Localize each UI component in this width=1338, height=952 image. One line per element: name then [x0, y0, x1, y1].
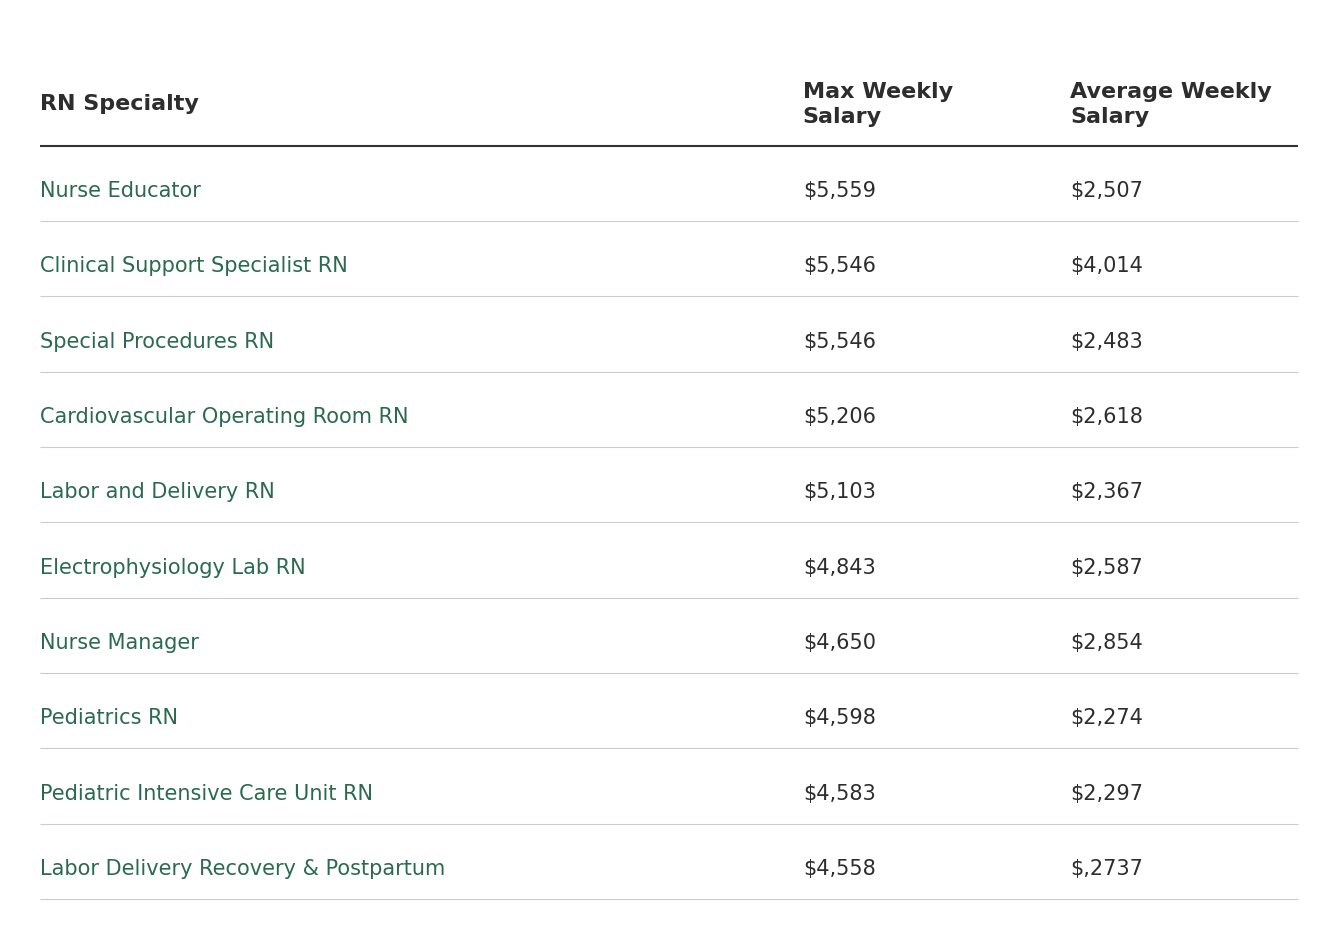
Text: $2,274: $2,274 — [1070, 708, 1143, 728]
Text: Nurse Manager: Nurse Manager — [40, 633, 199, 653]
Text: $2,854: $2,854 — [1070, 633, 1143, 653]
Text: Pediatrics RN: Pediatrics RN — [40, 708, 178, 728]
Text: Average Weekly
Salary: Average Weekly Salary — [1070, 82, 1272, 127]
Text: Cardiovascular Operating Room RN: Cardiovascular Operating Room RN — [40, 407, 408, 426]
Text: Labor Delivery Recovery & Postpartum: Labor Delivery Recovery & Postpartum — [40, 859, 446, 879]
Text: Clinical Support Specialist RN: Clinical Support Specialist RN — [40, 256, 348, 276]
Text: $2,507: $2,507 — [1070, 181, 1143, 201]
Text: Max Weekly
Salary: Max Weekly Salary — [803, 82, 953, 127]
Text: Electrophysiology Lab RN: Electrophysiology Lab RN — [40, 558, 306, 578]
Text: $2,367: $2,367 — [1070, 483, 1144, 503]
Text: $2,483: $2,483 — [1070, 331, 1143, 351]
Text: $4,583: $4,583 — [803, 783, 875, 803]
Text: $4,650: $4,650 — [803, 633, 876, 653]
Text: $5,206: $5,206 — [803, 407, 876, 426]
Text: $5,559: $5,559 — [803, 181, 876, 201]
Text: $2,618: $2,618 — [1070, 407, 1143, 426]
Text: $2,587: $2,587 — [1070, 558, 1143, 578]
Text: RN Specialty: RN Specialty — [40, 94, 199, 114]
Text: $4,558: $4,558 — [803, 859, 875, 879]
Text: $5,546: $5,546 — [803, 256, 876, 276]
Text: $4,598: $4,598 — [803, 708, 875, 728]
Text: $4,014: $4,014 — [1070, 256, 1143, 276]
Text: $,2737: $,2737 — [1070, 859, 1143, 879]
Text: Pediatric Intensive Care Unit RN: Pediatric Intensive Care Unit RN — [40, 783, 373, 803]
Text: Special Procedures RN: Special Procedures RN — [40, 331, 274, 351]
Text: $5,103: $5,103 — [803, 483, 875, 503]
Text: Nurse Educator: Nurse Educator — [40, 181, 201, 201]
Text: $2,297: $2,297 — [1070, 783, 1144, 803]
Text: Labor and Delivery RN: Labor and Delivery RN — [40, 483, 274, 503]
Text: $4,843: $4,843 — [803, 558, 875, 578]
Text: $5,546: $5,546 — [803, 331, 876, 351]
